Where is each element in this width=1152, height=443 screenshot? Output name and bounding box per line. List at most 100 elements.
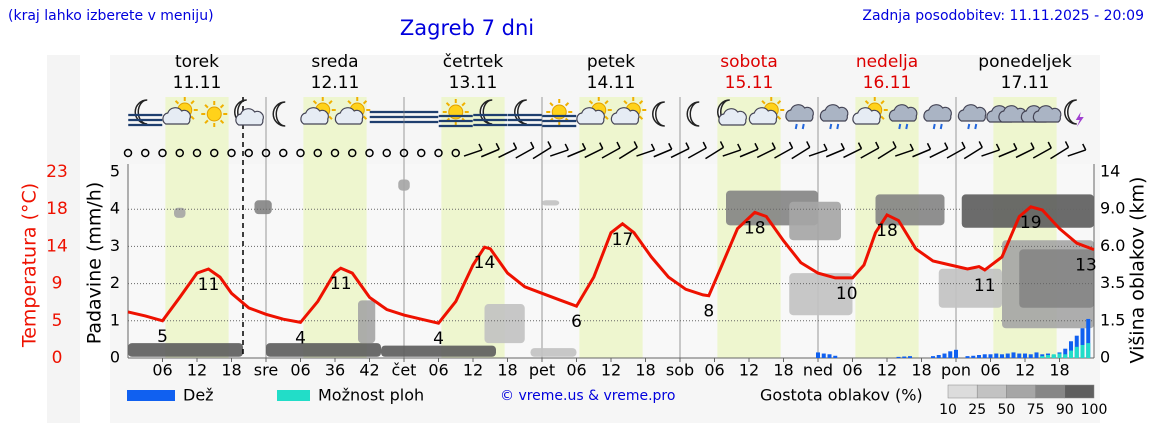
temp-tick-label: 5 [52,311,63,331]
wind-barb-tick [1013,142,1018,150]
x-tick-label: 18 [497,361,517,380]
wind-barb [929,147,949,159]
precip-bar [1069,350,1073,358]
wind-calm [244,148,253,158]
legend-swatch [277,390,310,401]
wind-barb-tick [1064,141,1070,148]
wind-barb-tick [961,141,966,149]
wind-barb [1050,146,1069,160]
icon-sun-ray [461,102,466,107]
wind-barb [636,149,655,157]
y-tick-label: 0 [110,348,120,367]
precip-bar [1086,343,1091,358]
wind-calm [158,148,167,158]
temperature-label: 11 [198,275,220,295]
wind-barb-tick [495,142,500,150]
cloud-legend-swatch [947,384,978,399]
x-tick-label: 18 [1049,361,1069,380]
wind-barb-tick [1047,141,1052,149]
wind-barb-tick [892,141,897,148]
wind-barb [756,147,776,159]
wind-calm [296,148,305,158]
wind-calm [313,148,322,158]
wind-barb-tick [788,141,794,149]
wind-barb-tick [719,141,725,148]
y2-tick-label: 1.5 [1100,310,1125,329]
wind-calm [123,148,133,158]
icon-moon [652,101,665,127]
y-tick-label: 2 [110,273,120,292]
precip-bar [942,353,947,358]
wind-barb [808,149,828,157]
icon-sun-ray [190,115,195,120]
precip-bar [1080,344,1085,358]
wind-barb [601,147,621,159]
wind-calm [399,148,409,158]
x-tick-label: 18 [635,361,655,380]
icon-cloud [162,107,191,125]
icon-sun-ray [638,115,644,120]
temp-tick-label: 23 [46,162,68,182]
icon-sun-ray [362,100,368,105]
precip-bar [1080,328,1085,358]
cloud-cell [542,200,560,206]
wind-calm [227,148,236,158]
x-tick-label: pon [941,361,971,380]
wind-barb-tick [1030,142,1035,149]
wind-barb [946,147,966,159]
wind-barb [895,149,914,157]
y2-tick-label: 14 [1100,162,1120,181]
icon-sun [206,106,222,122]
wind-calm [382,148,391,158]
icon-drop [967,123,971,130]
icon-drop [836,123,840,130]
icon-sun-ray [864,100,870,105]
cloud-legend-tick: 50 [997,402,1015,418]
icon-cloud [748,107,778,125]
cloud-cell [266,343,381,357]
icon-sun-ray [219,104,225,109]
precip-bar [1046,355,1050,358]
updated: Zadnja posodobitev: 11.11.2025 - 20:09 [862,8,1144,24]
cloud-legend-title: Gostota oblakov (%) [760,386,923,405]
cloud-cell [128,343,243,357]
y-axis-label: Padavine (mm/h) [84,182,106,345]
wind-barb-tick [478,143,483,151]
icon-bolt [1075,112,1084,127]
x-tick-label: 06 [290,361,310,380]
icon-cloud [1032,105,1062,123]
wind-barb [480,148,500,158]
daylight [855,97,919,358]
icon-cloud [576,107,605,125]
cloud-cell [358,300,376,344]
day-name: sobota [720,52,778,72]
precip-bar [1011,352,1016,358]
cloud-cell [484,304,525,344]
wind-barb-tick [530,141,535,149]
y-tick-label: 3 [110,236,120,255]
cloud-legend-swatch [1006,384,1036,399]
precip-bar [982,354,987,358]
precip-bar [931,356,935,358]
wind-barb-tick [668,142,673,150]
x-tick-label: 06 [980,361,1000,380]
icon-drop [932,123,936,130]
icon-sun-ray [174,100,180,105]
cloud-cell [1019,249,1094,308]
icon-sun-ray [312,100,318,105]
cloud-legend-tick: 100 [1081,402,1108,418]
day-date: 12.11 [311,73,360,93]
y-tick-label: 1 [110,310,120,329]
wind-barb [670,147,690,159]
wind-barb [550,149,569,157]
wind-barb-tick [926,142,932,150]
precip-bar [971,355,976,358]
temp-tick-label: 14 [46,236,68,256]
wind-barb-tick [771,142,776,149]
wind-calm [141,148,150,158]
wind-barb-tick [754,142,759,150]
x-tick-label: sre [254,361,278,380]
daylight [303,97,367,358]
y2-tick-label: 6.0 [1100,236,1125,255]
